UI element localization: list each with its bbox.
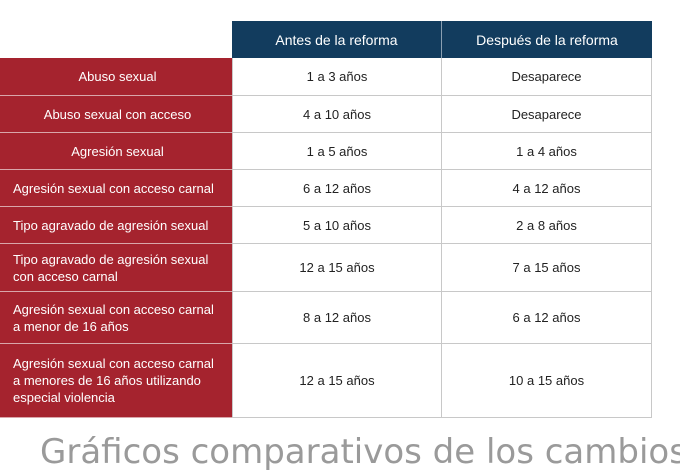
table-row: Abuso sexual con acceso 4 a 10 años Desa… [0,96,654,133]
cell-after: 1 a 4 años [442,133,652,170]
cell-after: 7 a 15 años [442,244,652,292]
row-label: Agresión sexual con acceso carnal [0,170,232,207]
comparison-table: Antes de la reforma Después de la reform… [0,21,654,418]
cell-before: 4 a 10 años [232,96,442,133]
table-row: Tipo agravado de agresión sexual con acc… [0,244,654,292]
cell-after: 10 a 15 años [442,344,652,418]
row-label: Tipo agravado de agresión sexual [0,207,232,244]
row-label: Tipo agravado de agresión sexual con acc… [0,244,232,292]
table-row: Agresión sexual con acceso carnal 6 a 12… [0,170,654,207]
cell-before: 5 a 10 años [232,207,442,244]
table-row: Agresión sexual con acceso carnal a meno… [0,292,654,344]
cell-before: 6 a 12 años [232,170,442,207]
cell-after: Desaparece [442,96,652,133]
cell-after: 2 a 8 años [442,207,652,244]
cell-after: 6 a 12 años [442,292,652,344]
row-label: Agresión sexual con acceso carnal a meno… [0,292,232,344]
table-header-row: Antes de la reforma Después de la reform… [0,21,654,58]
cell-before: 12 a 15 años [232,244,442,292]
row-label: Abuso sexual [0,58,232,96]
table-corner [0,21,232,58]
cell-before: 1 a 5 años [232,133,442,170]
cell-before: 8 a 12 años [232,292,442,344]
table-row: Tipo agravado de agresión sexual 5 a 10 … [0,207,654,244]
row-label: Abuso sexual con acceso [0,96,232,133]
cell-before: 1 a 3 años [232,58,442,96]
header-after: Después de la reforma [442,21,652,58]
header-before: Antes de la reforma [232,21,442,58]
table-row: Abuso sexual 1 a 3 años Desaparece [0,58,654,96]
row-label: Agresión sexual con acceso carnal a meno… [0,344,232,418]
cell-before: 12 a 15 años [232,344,442,418]
row-label: Agresión sexual [0,133,232,170]
section-heading: Gráficos comparativos de los cambios [40,432,680,472]
table-row: Agresión sexual 1 a 5 años 1 a 4 años [0,133,654,170]
cell-after: 4 a 12 años [442,170,652,207]
table-row: Agresión sexual con acceso carnal a meno… [0,344,654,418]
cell-after: Desaparece [442,58,652,96]
